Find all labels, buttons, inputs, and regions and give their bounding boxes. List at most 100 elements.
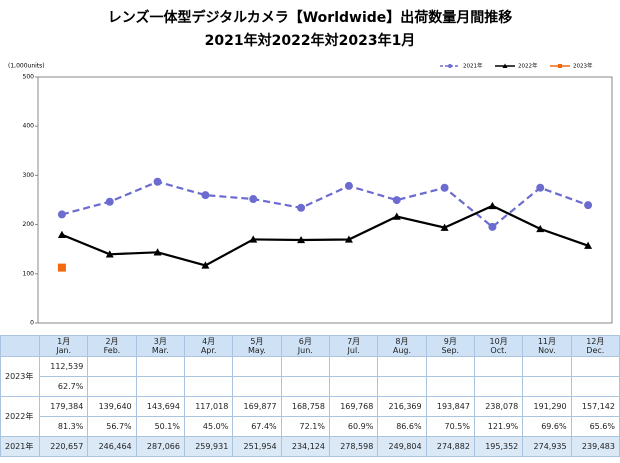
point <box>344 235 353 243</box>
legend-label: 2021年 <box>463 62 483 70</box>
month-en: Aug. <box>392 346 412 355</box>
month-header: 3月 Mar. <box>135 335 185 357</box>
value-cell: 216,369 <box>377 396 427 417</box>
month-ja: 3月 <box>153 337 167 346</box>
month-en: Jan. <box>56 346 72 355</box>
ratio-cell <box>87 376 137 397</box>
ratio-cell <box>280 376 330 397</box>
data-table: 1月 Jan. 2月 Feb. 3月 Mar. 4月 Apr. 5月 May. 6月 Jun. 7月 Ju… <box>0 335 620 457</box>
ratio-cell <box>377 376 427 397</box>
month-en: Apr. <box>200 346 217 355</box>
value-cell: 139,640 <box>87 396 137 417</box>
legend-label: 2022年 <box>518 62 538 70</box>
legend-marker <box>502 63 508 68</box>
month-header: 7月 Jul. <box>328 335 379 357</box>
value-cell: 220,657 <box>38 436 89 457</box>
value-cell: 195,352 <box>473 436 524 457</box>
ratio-cell: 72.1% <box>280 416 330 437</box>
y-axis-label: (1,000units) <box>8 63 45 70</box>
point <box>297 203 306 212</box>
value-cell: 169,877 <box>232 396 282 417</box>
value-cell <box>473 356 524 377</box>
value-cell <box>280 356 330 377</box>
month-en: Jul. <box>347 346 360 355</box>
plot-frame <box>37 76 613 324</box>
month-en: Jun. <box>297 346 313 355</box>
month-header: 1月 Jan. <box>38 335 89 357</box>
series-line <box>61 204 589 267</box>
point <box>57 263 66 272</box>
month-header: 12月 Dec. <box>570 335 620 357</box>
month-ja: 4月 <box>202 337 216 346</box>
month-header: 11月 Nov. <box>522 335 572 357</box>
value-cell: 193,847 <box>425 396 475 417</box>
ratio-cell: 65.6% <box>570 416 620 437</box>
ratio-cell <box>183 376 234 397</box>
ratio-cell <box>473 376 524 397</box>
value-row: 2021年 220,657 246,464 287,066 259,931 251,954… <box>0 436 620 457</box>
month-ja: 8月 <box>395 337 409 346</box>
month-en: Oct. <box>490 346 507 355</box>
value-cell: 179,384 <box>38 396 89 417</box>
value-cell: 117,018 <box>183 396 234 417</box>
value-cell: 246,464 <box>87 436 137 457</box>
y-tick-label: 100 <box>23 270 35 277</box>
value-cell: 274,935 <box>522 436 572 457</box>
month-header: 6月 Jun. <box>280 335 330 357</box>
point <box>153 248 162 256</box>
point <box>153 177 162 186</box>
point <box>57 210 66 219</box>
point <box>105 197 114 206</box>
value-cell: 239,483 <box>570 436 620 457</box>
month-ja: 12月 <box>586 337 605 346</box>
point <box>488 201 497 210</box>
y-tick-label: 300 <box>23 172 35 179</box>
month-en: Nov. <box>538 346 556 355</box>
ratio-cell: 81.3% <box>38 416 89 437</box>
legend-marker <box>448 64 452 68</box>
value-cell: 274,882 <box>425 436 475 457</box>
month-header: 9月 Sep. <box>425 335 475 357</box>
series-line <box>61 180 589 229</box>
ratio-cell <box>522 376 572 397</box>
point <box>201 261 210 269</box>
ratio-cell: 62.7% <box>38 376 89 397</box>
header-row: 1月 Jan. 2月 Feb. 3月 Mar. 4月 Apr. 5月 May. 6月 Jun. 7月 Ju… <box>0 335 620 357</box>
chart-subtitle: 2021年対2022年対2023年1月 <box>205 32 416 49</box>
row-label: 2021年 <box>0 436 40 457</box>
ratio-cell: 50.1% <box>135 416 185 437</box>
value-cell <box>425 356 475 377</box>
month-header: 4月 Apr. <box>183 335 234 357</box>
value-cell <box>183 356 234 377</box>
point <box>392 196 401 205</box>
point <box>488 222 497 231</box>
chart: レンズ一体型デジタルカメラ【Worldwide】出荷数量月間推移 2021年対2… <box>8 9 613 327</box>
month-header: 5月 May. <box>232 335 282 357</box>
value-cell: 278,598 <box>328 436 379 457</box>
value-cell <box>135 356 185 377</box>
value-cell: 112,539 <box>38 356 89 377</box>
point <box>344 181 353 190</box>
ratio-cell: 67.4% <box>232 416 282 437</box>
legend-marker <box>558 64 562 68</box>
value-cell: 191,290 <box>522 396 572 417</box>
point <box>584 241 593 249</box>
y-tick-label: 500 <box>23 74 35 81</box>
ratio-cell: 56.7% <box>87 416 137 437</box>
month-header: 10月 Oct. <box>473 335 524 357</box>
month-en: Feb. <box>103 346 121 355</box>
month-ja: 1月 <box>57 337 71 346</box>
legend-label: 2023年 <box>573 62 593 70</box>
month-en: Sep. <box>441 346 460 355</box>
month-ja: 5月 <box>250 337 264 346</box>
month-ja: 2月 <box>105 337 119 346</box>
point <box>440 183 449 192</box>
month-ja: 11月 <box>537 337 557 346</box>
corner-cell <box>0 335 40 357</box>
ratio-cell: 86.6% <box>377 416 427 437</box>
row-label: 2023年 <box>0 356 40 397</box>
value-cell: 143,694 <box>135 396 185 417</box>
point <box>536 224 545 233</box>
value-cell <box>570 356 620 377</box>
value-cell: 157,142 <box>570 396 620 417</box>
